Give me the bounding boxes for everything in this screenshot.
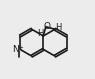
- Text: +: +: [17, 45, 23, 51]
- Text: N: N: [12, 45, 19, 54]
- Text: O: O: [44, 22, 50, 31]
- Text: H: H: [37, 29, 44, 38]
- Text: H: H: [55, 23, 61, 32]
